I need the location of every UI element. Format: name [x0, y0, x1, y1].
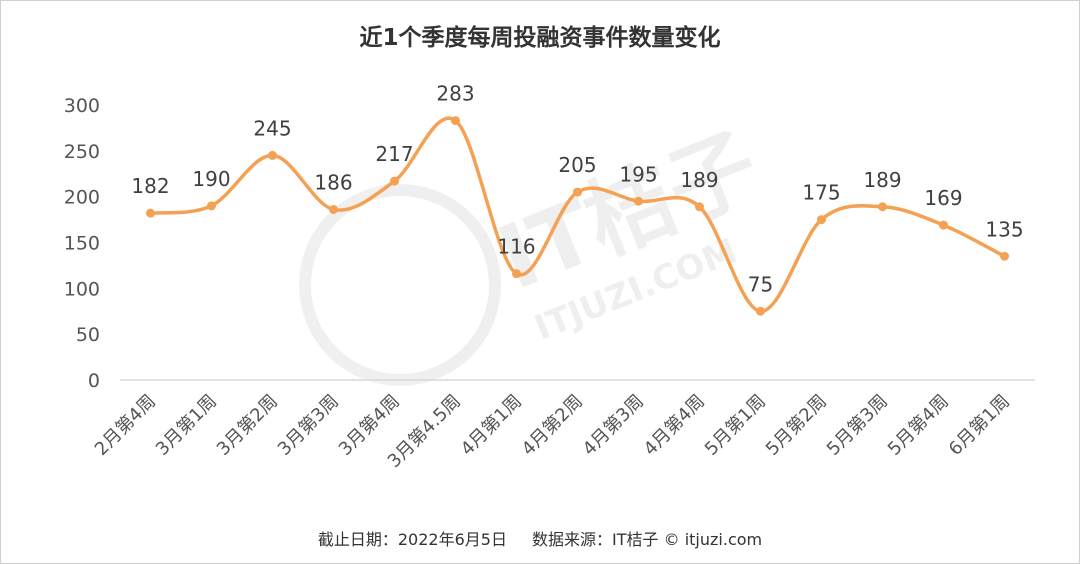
watermark-orange-icon — [299, 184, 501, 386]
x-tick-label: 4月第2周 — [518, 391, 587, 460]
data-point — [207, 201, 216, 211]
data-label: 190 — [192, 167, 230, 191]
series-line — [150, 116, 1006, 313]
x-tick-label: 4月第3周 — [579, 391, 648, 460]
y-tick-label: 150 — [64, 233, 100, 255]
x-tick-label: 6月第1周 — [945, 391, 1014, 460]
data-point — [146, 208, 155, 218]
data-point — [939, 220, 948, 230]
data-label: 135 — [985, 217, 1023, 241]
data-point — [329, 205, 338, 214]
chart-title: 近1个季度每周投融资事件数量变化 — [359, 25, 721, 51]
x-tick-label: 5月第4周 — [884, 391, 953, 460]
data-label: 75 — [748, 272, 773, 296]
data-label: 175 — [802, 181, 840, 205]
data-label: 186 — [314, 171, 352, 195]
data-points: 182 190 245 186 217 283 116 205 195 189 75 175 189 16… — [131, 82, 1024, 316]
data-label: 169 — [924, 186, 962, 210]
data-point — [512, 269, 521, 279]
x-tick-label: 5月第1周 — [701, 391, 770, 460]
data-label: 182 — [131, 174, 169, 198]
data-point — [1000, 251, 1009, 261]
data-label: 205 — [558, 153, 596, 177]
data-point — [817, 215, 826, 225]
data-point — [756, 306, 765, 316]
x-tick-label: 5月第3周 — [823, 391, 892, 460]
x-tick-label: 3月第1周 — [152, 391, 221, 460]
data-label: 195 — [619, 162, 657, 186]
x-tick-label: 4月第1周 — [457, 391, 526, 460]
data-point — [634, 196, 643, 206]
data-label: 245 — [253, 116, 291, 140]
footer: 截止日期：2022年6月5日 数据来源：IT桔子 © itjuzi.com — [0, 526, 1080, 550]
x-tick-label: 2月第4周 — [91, 391, 160, 460]
data-label: 283 — [436, 82, 474, 106]
data-point — [878, 202, 887, 212]
x-tick-label: 3月第3周 — [274, 391, 343, 460]
y-axis: 0 50 100 150 200 250 300 — [64, 95, 100, 392]
data-point — [268, 150, 277, 160]
x-axis: 2月第4周3月第1周3月第2周3月第3周3月第4周3月第4.5周4月第1周4月第… — [91, 391, 1014, 472]
y-tick-label: 0 — [88, 370, 100, 392]
y-tick-label: 300 — [64, 95, 100, 117]
y-tick-label: 200 — [64, 187, 100, 209]
y-tick-label: 50 — [76, 324, 100, 346]
data-label: 189 — [863, 168, 901, 192]
x-tick-label: 5月第2周 — [762, 391, 831, 460]
y-tick-label: 250 — [64, 141, 100, 163]
data-point — [390, 176, 399, 186]
data-point — [451, 116, 460, 126]
y-tick-label: 100 — [64, 278, 100, 300]
x-tick-label: 4月第4周 — [640, 391, 709, 460]
cutoff-date: 截止日期：2022年6月5日 — [317, 530, 507, 549]
data-label: 189 — [680, 168, 718, 192]
data-label: 116 — [497, 235, 535, 259]
data-source: 数据来源：IT桔子 © itjuzi.com — [532, 530, 763, 549]
data-point — [695, 202, 704, 212]
data-point — [573, 187, 582, 197]
x-tick-label: 3月第2周 — [213, 391, 282, 460]
data-label: 217 — [375, 142, 413, 166]
